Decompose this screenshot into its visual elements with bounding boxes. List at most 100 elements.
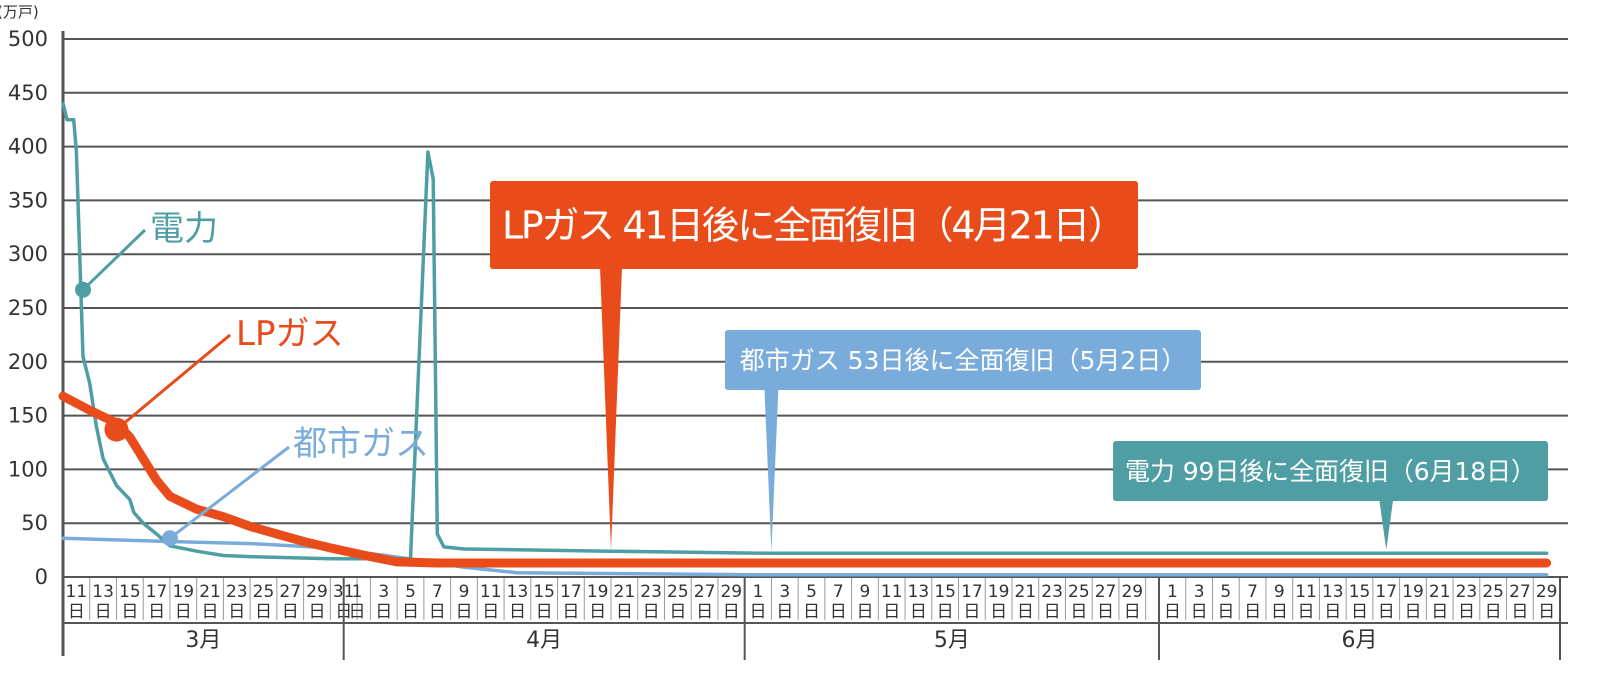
x-tick-suffix: 日 [963,602,980,622]
x-tick-suffix: 日 [883,602,900,622]
recovery-callouts: LPガス 41日後に全面復旧（4月21日） 都市ガス 53日後に全面復旧（5月2日… [490,181,1548,552]
y-tick-label: 300 [8,242,48,266]
x-tick-day: 23 [1456,582,1478,602]
x-tick-day: 25 [1482,582,1504,602]
x-tick-suffix: 日 [643,602,660,622]
x-tick-suffix: 日 [175,602,192,622]
x-tick-day: 15 [119,582,141,602]
x-tick-suffix: 日 [202,602,219,622]
series-label-0: 電力 [150,209,218,249]
x-tick-suffix: 日 [95,602,112,622]
x-tick-suffix: 日 [1351,602,1368,622]
x-tick-suffix: 日 [1070,602,1087,622]
x-tick-day: 27 [1509,582,1531,602]
x-tick-suffix: 日 [803,602,820,622]
x-tick-day: 11 [1295,582,1317,602]
x-tick-day: 19 [172,582,194,602]
callout-pointer-2 [1379,499,1394,550]
x-tick-day: 9 [459,582,470,602]
x-tick-suffix: 日 [148,602,165,622]
x-tick-suffix: 日 [1404,602,1421,622]
x-tick-day: 19 [587,582,609,602]
x-tick-suffix: 日 [589,602,606,622]
x-tick-suffix: 日 [750,602,767,622]
x-tick-suffix: 日 [1017,602,1034,622]
x-axis-ticks: 11日13日15日17日19日21日23日25日27日29日31日1日3日5日7… [66,578,1561,622]
y-tick-label: 200 [8,350,48,374]
x-tick-day: 3 [779,582,790,602]
x-tick-day: 3 [1194,582,1205,602]
x-tick-suffix: 日 [1324,602,1341,622]
x-tick-suffix: 日 [723,602,740,622]
series-marker-2 [161,530,178,547]
x-tick-day: 23 [226,582,248,602]
x-tick-day: 5 [806,582,817,602]
leader-line-2 [169,445,290,540]
x-tick-suffix: 日 [1244,602,1261,622]
x-tick-suffix: 日 [255,602,272,622]
x-tick-day: 17 [961,582,983,602]
x-tick-suffix: 日 [1097,602,1114,622]
callout-text-1: 都市ガス 53日後に全面復旧（5月2日） [740,346,1187,375]
x-tick-suffix: 日 [1485,602,1502,622]
x-tick-day: 3 [378,582,389,602]
x-tick-suffix: 日 [509,602,526,622]
x-tick-day: 25 [667,582,689,602]
x-tick-day: 19 [1402,582,1424,602]
x-tick-suffix: 日 [776,602,793,622]
x-tick-suffix: 日 [910,602,927,622]
x-tick-day: 17 [1375,582,1397,602]
callout-box-1 [725,330,1201,390]
y-tick-label: 100 [8,457,48,481]
x-tick-suffix: 日 [990,602,1007,622]
callout-pointer-1 [764,388,779,552]
y-axis-ticks: 0 50 100 150 200 250 300 350 400 450 500 [8,27,48,589]
x-tick-day: 13 [507,582,529,602]
month-label: 3月 [185,628,221,653]
month-label: 5月 [934,628,970,653]
x-tick-day: 27 [694,582,716,602]
x-tick-suffix: 日 [1191,602,1208,622]
x-tick-day: 7 [432,582,443,602]
x-tick-suffix: 日 [375,602,392,622]
y-tick-label: 450 [8,81,48,105]
x-tick-day: 9 [1274,582,1285,602]
x-tick-suffix: 日 [937,602,954,622]
series-line-1 [58,391,1552,568]
series-marker-0 [75,281,92,298]
x-tick-day: 25 [1068,582,1090,602]
x-tick-day: 17 [560,582,582,602]
x-tick-suffix: 日 [455,602,472,622]
x-tick-suffix: 日 [1217,602,1234,622]
x-tick-day: 11 [480,582,502,602]
x-tick-suffix: 日 [562,602,579,622]
x-tick-day: 1 [1167,582,1178,602]
x-tick-day: 19 [988,582,1010,602]
x-tick-day: 21 [1429,582,1451,602]
x-tick-suffix: 日 [1164,602,1181,622]
x-tick-suffix: 日 [1044,602,1061,622]
x-tick-day: 1 [753,582,764,602]
series-label-2: 都市ガス [293,424,429,464]
x-tick-day: 11 [881,582,903,602]
callout-box-0 [490,181,1138,269]
x-tick-day: 29 [720,582,742,602]
x-tick-suffix: 日 [1458,602,1475,622]
x-tick-day: 21 [1015,582,1037,602]
x-tick-day: 23 [640,582,662,602]
x-tick-day: 25 [253,582,275,602]
x-tick-day: 29 [1121,582,1143,602]
month-label: 4月 [526,628,562,653]
x-tick-day: 23 [1041,582,1063,602]
y-axis-unit: (万戸) [0,3,39,21]
x-tick-day: 17 [146,582,168,602]
leader-line-1 [115,333,231,431]
x-tick-day: 13 [92,582,114,602]
leader-line-0 [82,228,147,291]
x-tick-suffix: 日 [1431,602,1448,622]
y-tick-label: 250 [8,296,48,320]
x-tick-day: 5 [405,582,416,602]
y-tick-label: 50 [21,511,48,535]
x-tick-day: 5 [1220,582,1231,602]
